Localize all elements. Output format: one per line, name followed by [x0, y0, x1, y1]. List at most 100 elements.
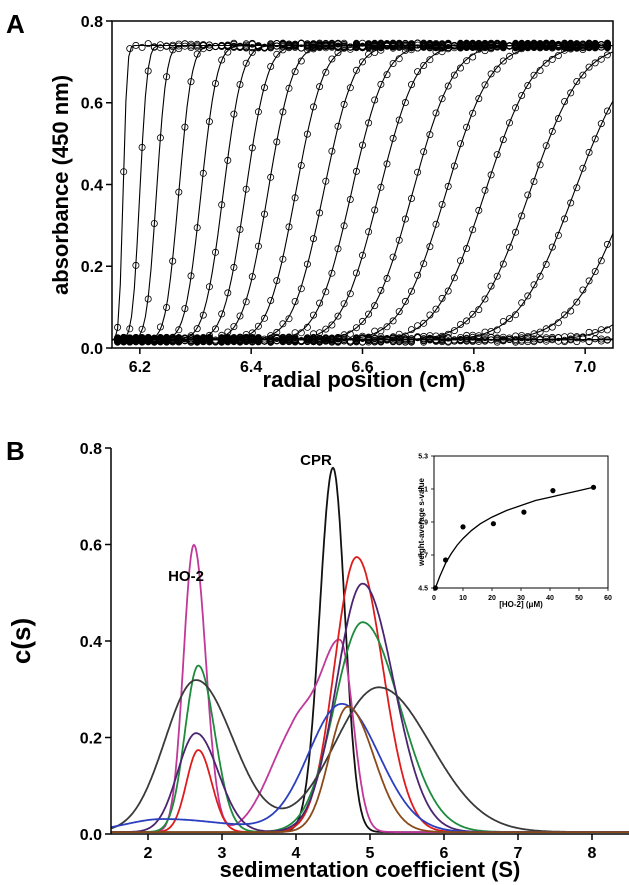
x-tick-label: 7	[514, 845, 523, 862]
data-point	[316, 83, 324, 91]
data-point	[420, 338, 428, 346]
y-tick-label: 0.6	[80, 537, 102, 554]
data-point	[401, 215, 409, 223]
fit-line	[112, 44, 613, 341]
data-point	[573, 298, 581, 306]
data-point	[487, 70, 495, 78]
inset-data-point	[490, 521, 496, 527]
data-point	[193, 325, 201, 333]
x-tick-label: 6.4	[240, 359, 262, 376]
x-tick-label: 30	[517, 595, 525, 602]
data-point	[358, 317, 366, 325]
data-point	[334, 245, 342, 253]
data-point	[334, 40, 342, 48]
panel-b-xlabel: sedimentation coefficient (S)	[220, 857, 521, 882]
data-point	[267, 63, 275, 71]
data-point	[561, 311, 569, 319]
data-point	[358, 338, 366, 346]
data-point	[279, 320, 287, 328]
data-point	[432, 305, 440, 313]
panel-a-label: A	[6, 9, 25, 39]
data-point	[573, 78, 581, 86]
data-point	[352, 66, 360, 74]
data-point	[512, 228, 520, 236]
data-point	[175, 326, 183, 334]
data-point	[395, 330, 403, 338]
data-point	[138, 43, 146, 51]
fit-line	[112, 44, 613, 341]
data-point	[463, 317, 471, 325]
data-point	[554, 334, 562, 342]
data-point	[303, 335, 311, 343]
data-point	[499, 136, 507, 144]
data-point	[401, 297, 409, 305]
y-tick-label: 5.1	[418, 487, 428, 494]
inset-data-point	[521, 509, 527, 515]
data-point	[603, 326, 611, 334]
data-point	[273, 50, 281, 58]
fit-line	[112, 44, 613, 341]
data-point	[377, 80, 385, 88]
y-tick-label: 4.9	[418, 520, 428, 527]
inset-plot: 0 10 20 30 40 50 60 4.5 4.7 4.9 5.1 5.3	[418, 454, 612, 602]
distribution-curve	[111, 621, 629, 833]
data-point	[426, 43, 434, 51]
x-tick-label: 2	[144, 845, 153, 862]
data-point	[211, 43, 219, 51]
distribution-curve	[110, 703, 629, 833]
data-point	[481, 295, 489, 303]
data-point	[444, 182, 452, 190]
data-point	[542, 142, 550, 150]
panel-b-plot: 2 3 4 5 6 7 8 0.0 0.2 0.4 0.6 0.8	[80, 441, 629, 862]
data-point	[407, 287, 415, 295]
distribution-curve	[111, 705, 629, 833]
data-point	[548, 127, 556, 135]
data-point	[591, 135, 599, 143]
data-point	[365, 50, 373, 58]
data-point	[579, 41, 587, 49]
data-point	[456, 44, 464, 52]
data-point	[505, 315, 513, 323]
panel-a-plot: 6.2 6.4 6.6 6.8 7.0 0.0 0.2 0.4 0.6 0.8	[81, 14, 614, 376]
x-tick-label: 6.6	[351, 359, 373, 376]
data-point	[524, 82, 532, 90]
data-point	[383, 323, 391, 331]
data-point	[358, 141, 366, 149]
fit-line	[112, 45, 613, 341]
data-point	[585, 277, 593, 285]
inset-data-point	[590, 484, 597, 490]
data-point	[218, 56, 226, 64]
data-point	[450, 71, 458, 79]
data-point	[585, 148, 593, 156]
data-point	[481, 81, 489, 89]
data-point	[126, 337, 134, 345]
y-tick-label: 0.6	[81, 96, 103, 113]
data-point	[395, 308, 403, 316]
data-point	[579, 46, 587, 54]
x-tick-label: 6.8	[463, 359, 485, 376]
data-point	[248, 48, 256, 56]
y-tick-label: 4.7	[418, 553, 428, 560]
data-point	[567, 40, 575, 48]
fit-line	[112, 51, 614, 341]
data-point	[487, 171, 495, 179]
data-point	[493, 65, 501, 73]
inset-data-point	[443, 557, 449, 563]
data-point	[156, 41, 164, 49]
data-point	[328, 55, 336, 63]
data-point	[548, 243, 556, 251]
data-point	[420, 319, 428, 327]
data-point	[395, 236, 403, 244]
data-point	[358, 251, 366, 259]
data-point	[334, 49, 342, 57]
inset-data-point	[432, 585, 438, 591]
x-tick-label: 3	[218, 845, 227, 862]
data-point	[591, 267, 599, 275]
x-tick-label: 10	[459, 595, 467, 602]
fit-line	[112, 233, 614, 341]
data-point	[248, 40, 256, 48]
data-point	[518, 212, 526, 220]
x-tick-label: 50	[575, 595, 583, 602]
fit-line	[112, 44, 613, 341]
data-point	[242, 59, 250, 67]
